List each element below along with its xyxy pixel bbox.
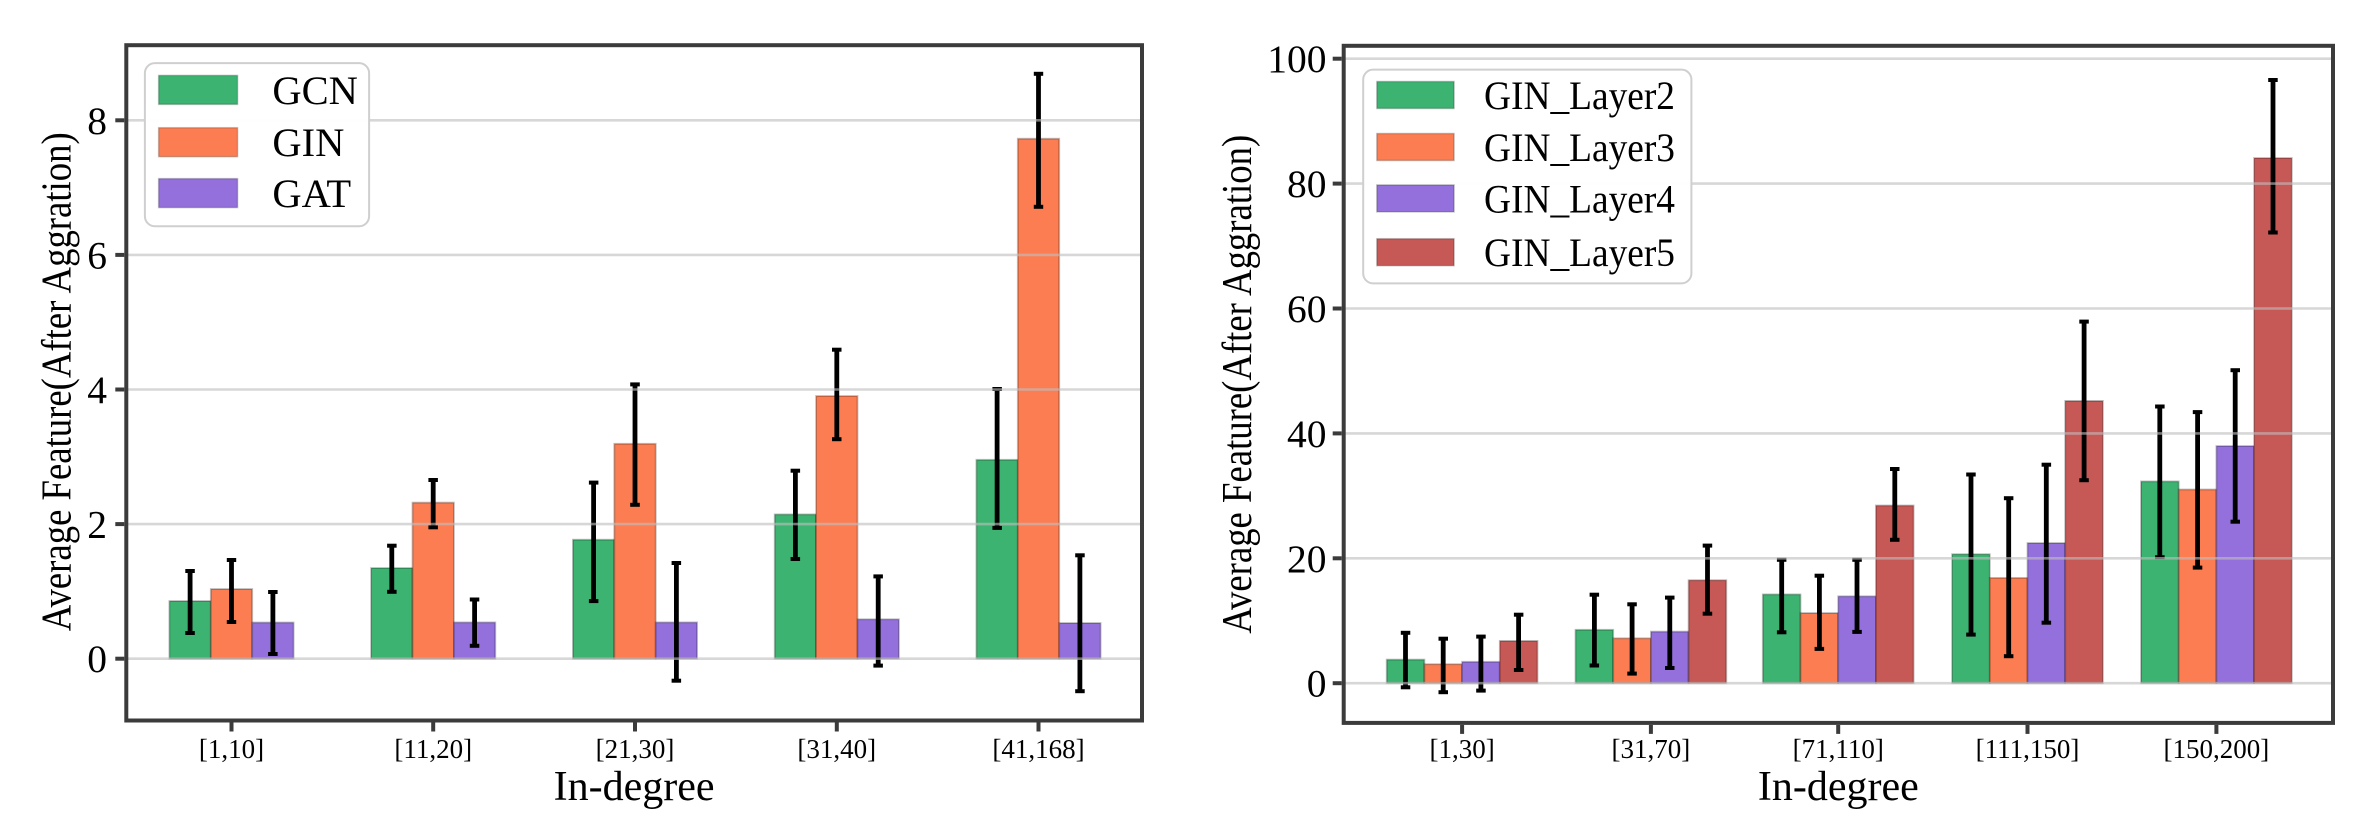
svg-text:[71,110]: [71,110] [1793, 734, 1884, 764]
svg-text:2: 2 [87, 503, 107, 547]
svg-text:60: 60 [1287, 287, 1327, 331]
svg-text:GIN_Layer5: GIN_Layer5 [1484, 230, 1675, 275]
svg-text:8: 8 [87, 99, 107, 143]
svg-text:[150,200]: [150,200] [2164, 734, 2270, 764]
svg-text:GIN_Layer2: GIN_Layer2 [1484, 73, 1675, 118]
svg-text:[31,40]: [31,40] [797, 734, 876, 764]
svg-text:Average Feature(After Aggratio: Average Feature(After Aggration) [1215, 135, 1261, 634]
svg-text:40: 40 [1287, 412, 1327, 456]
svg-text:100: 100 [1267, 37, 1326, 81]
svg-text:4: 4 [87, 368, 107, 412]
svg-text:[1,10]: [1,10] [199, 734, 264, 764]
svg-text:In-degree: In-degree [1758, 764, 1919, 810]
svg-text:GIN: GIN [272, 120, 344, 165]
svg-text:[41,168]: [41,168] [992, 734, 1084, 764]
svg-text:GIN_Layer4: GIN_Layer4 [1484, 176, 1675, 221]
svg-text:6: 6 [87, 233, 107, 277]
svg-text:[1,30]: [1,30] [1429, 734, 1494, 764]
svg-text:In-degree: In-degree [554, 764, 715, 810]
svg-text:[11,20]: [11,20] [394, 734, 472, 764]
svg-text:GAT: GAT [272, 171, 351, 216]
svg-text:Average Feature(After Aggratio: Average Feature(After Aggration) [34, 132, 80, 631]
svg-text:GCN: GCN [272, 68, 358, 113]
svg-text:[31,70]: [31,70] [1612, 734, 1691, 764]
svg-text:20: 20 [1287, 537, 1327, 581]
svg-text:GIN_Layer3: GIN_Layer3 [1484, 125, 1675, 170]
svg-text:0: 0 [1307, 662, 1327, 706]
svg-text:[111,150]: [111,150] [1976, 734, 2080, 764]
svg-text:[21,30]: [21,30] [596, 734, 675, 764]
svg-text:0: 0 [87, 637, 107, 681]
svg-text:80: 80 [1287, 162, 1327, 206]
